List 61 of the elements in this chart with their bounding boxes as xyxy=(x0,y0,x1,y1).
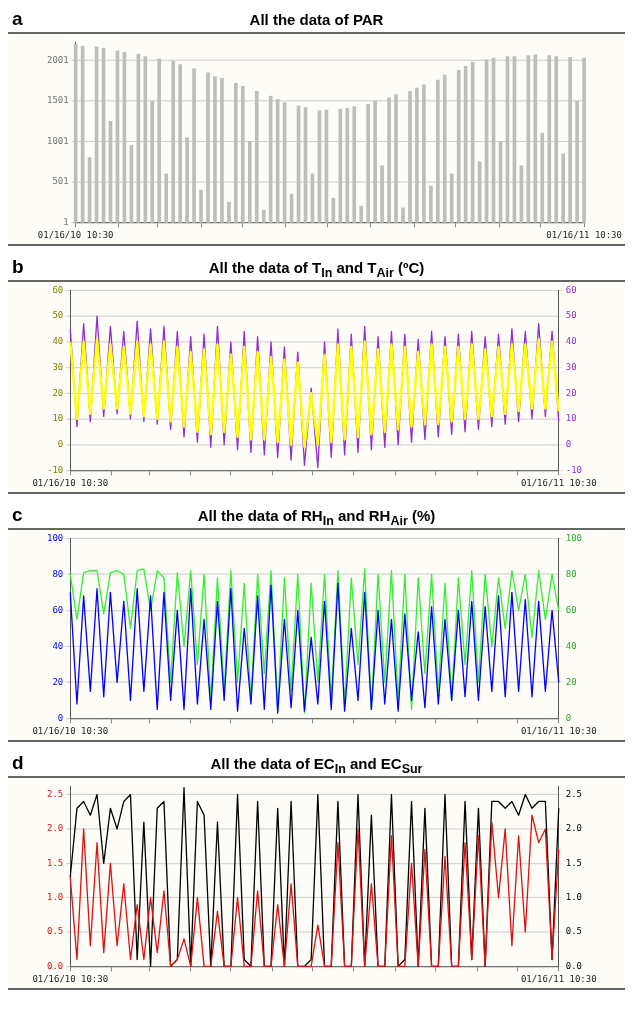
y2-tick-label: 1.0 xyxy=(565,892,582,902)
y-tick-label: 60 xyxy=(52,284,64,295)
chart-title: All the data of RH$_{In}$ and RH$_{Air}$ (%) xyxy=(197,507,436,528)
y2-tick-label: 30 xyxy=(565,361,577,372)
y2-tick-label: 0 xyxy=(565,712,572,723)
y2-tick-label: 2.0 xyxy=(565,823,582,834)
y-tick-label: 0 xyxy=(57,439,64,449)
y2-tick-label: 0.5 xyxy=(565,926,582,937)
y-tick-label: 1.5 xyxy=(47,857,64,868)
y2-tick-label: 80 xyxy=(565,568,577,579)
y-tick-label: 80 xyxy=(52,568,64,579)
y2-tick-label: 2.5 xyxy=(565,788,582,799)
y-tick-label: 0.0 xyxy=(47,960,64,971)
x-tick-label: 01/16/10 10:30 xyxy=(37,230,114,240)
y-tick-label: 0 xyxy=(57,712,64,723)
y2-tick-label: 10 xyxy=(565,413,577,424)
y-tick-label: 1 xyxy=(63,216,69,227)
y2-tick-label: 0.0 xyxy=(565,960,582,971)
x-tick-label: 01/16/11 10:30 xyxy=(520,974,597,984)
y2-tick-label: -10 xyxy=(565,464,582,475)
y-tick-label: -10 xyxy=(47,464,64,475)
text: c xyxy=(12,504,23,526)
text: b xyxy=(12,256,24,278)
x-tick-label: 01/16/11 10:30 xyxy=(520,478,597,488)
text: d xyxy=(12,752,24,774)
chart-title: All the data of EC$_{In}$ and EC$_{Sur}$ xyxy=(210,755,423,776)
chart-title: All the data of T$_{In}$ and T$_{Air}$ (ºC) xyxy=(208,259,425,280)
x-tick-label: 01/16/10 10:30 xyxy=(32,726,109,736)
x-tick-label: 01/16/11 10:30 xyxy=(520,726,597,736)
y2-tick-label: 40 xyxy=(565,336,577,347)
y2-tick-label: 100 xyxy=(565,532,582,543)
text: a xyxy=(12,8,23,30)
y-tick-label: 1501 xyxy=(47,95,69,106)
y2-tick-label: 40 xyxy=(565,640,577,651)
y-tick-label: 60 xyxy=(52,604,64,615)
y2-tick-label: 50 xyxy=(565,310,577,321)
y-tick-label: 20 xyxy=(52,387,64,398)
x-tick-label: 01/16/11 10:30 xyxy=(546,230,622,240)
y-tick-label: 50 xyxy=(52,310,64,321)
y2-tick-label: 20 xyxy=(565,387,577,398)
y-tick-label: 40 xyxy=(52,640,64,651)
y-tick-label: 2.0 xyxy=(47,823,64,834)
y-tick-label: 1001 xyxy=(47,135,69,146)
x-tick-label: 01/16/10 10:30 xyxy=(32,974,109,984)
y-tick-label: 20 xyxy=(52,676,64,687)
x-tick-label: 01/16/10 10:30 xyxy=(32,478,109,488)
y2-tick-label: 1.5 xyxy=(565,857,582,868)
y-tick-label: 100 xyxy=(47,532,64,543)
y2-tick-label: 60 xyxy=(565,284,577,295)
y-tick-label: 10 xyxy=(52,413,64,424)
y2-tick-label: 20 xyxy=(565,676,577,687)
y2-tick-label: 0 xyxy=(565,439,572,449)
y-tick-label: 30 xyxy=(52,361,64,372)
y-tick-label: 2.5 xyxy=(47,788,64,799)
y-tick-label: 2001 xyxy=(47,54,69,65)
y2-tick-label: 60 xyxy=(565,604,577,615)
y-tick-label: 1.0 xyxy=(47,892,64,902)
y-tick-label: 40 xyxy=(52,336,64,347)
y-tick-label: 501 xyxy=(52,176,69,187)
y-tick-label: 0.5 xyxy=(47,926,64,937)
chart-title: All the data of PAR xyxy=(249,11,384,28)
